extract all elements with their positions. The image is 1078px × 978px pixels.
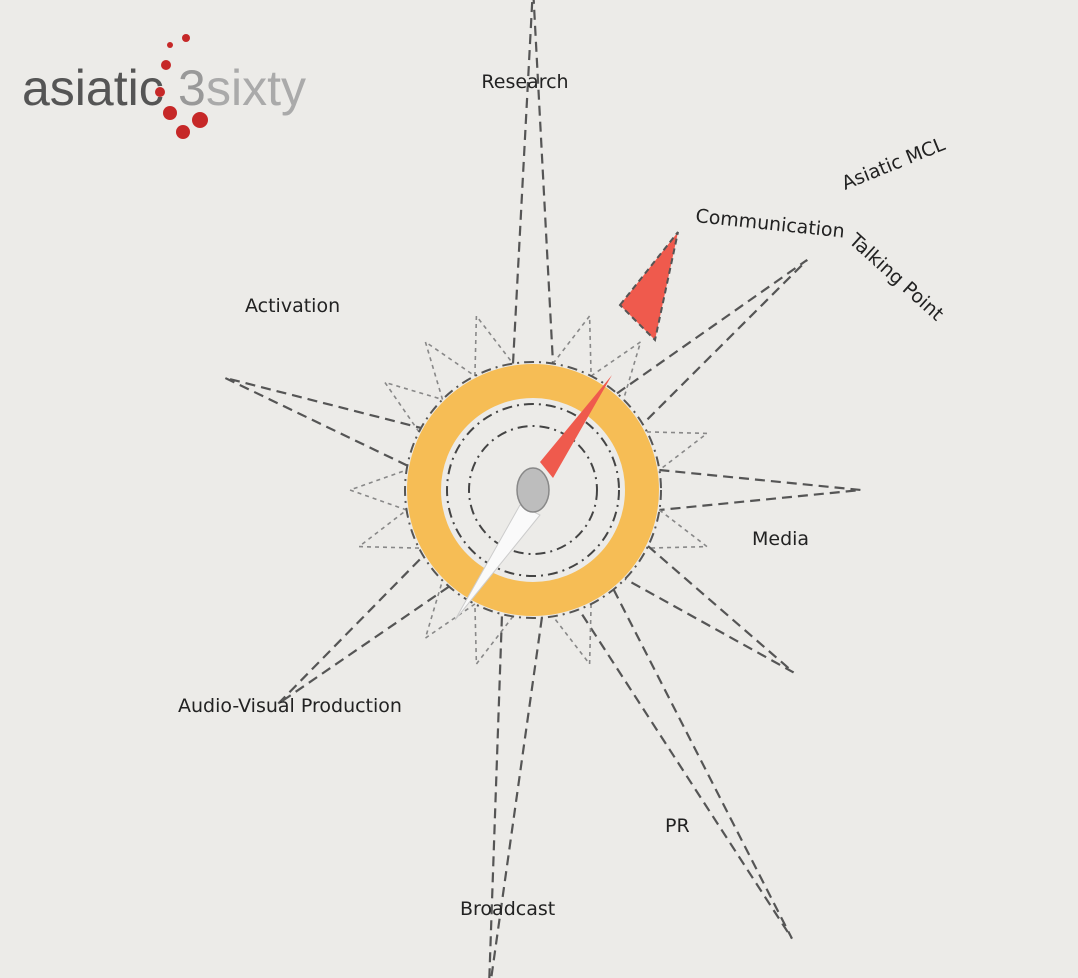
spike xyxy=(277,555,450,705)
spike xyxy=(577,588,793,940)
label-activation: Activation xyxy=(245,295,340,317)
logo-number: 3 xyxy=(178,60,206,116)
spike xyxy=(616,258,808,425)
label-research: Research xyxy=(481,71,568,93)
spike xyxy=(224,376,422,467)
logo-suffix: sixty xyxy=(206,60,306,116)
label-media: Media xyxy=(752,528,809,550)
label-broadcast: Broadcast xyxy=(460,898,555,920)
spike xyxy=(511,0,555,364)
logo-name: asiatic xyxy=(22,60,164,116)
outer-dash xyxy=(404,361,662,619)
label-audio-visual: Audio-Visual Production xyxy=(178,695,402,717)
compass-ring xyxy=(407,364,659,616)
needle-pivot xyxy=(516,467,550,513)
spike xyxy=(659,468,862,512)
label-pr: PR xyxy=(665,815,690,837)
inner-dash xyxy=(446,403,620,577)
logo-dot xyxy=(192,112,208,128)
logo-dot xyxy=(163,106,177,120)
spikes xyxy=(224,0,862,978)
logo-dot xyxy=(161,60,171,70)
inner-dash xyxy=(468,425,598,555)
logo-dot xyxy=(155,87,165,97)
pointer xyxy=(618,231,679,343)
logo: asiatic 3 sixty xyxy=(22,34,306,139)
logo-dot xyxy=(176,125,190,139)
needle-red xyxy=(540,375,612,478)
logo-dot xyxy=(182,34,190,42)
spike xyxy=(624,545,795,674)
logo-dot xyxy=(167,42,173,48)
